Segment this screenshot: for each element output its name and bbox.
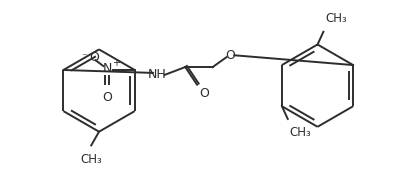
Text: N: N bbox=[103, 62, 112, 75]
Text: CH₃: CH₃ bbox=[326, 12, 347, 25]
Text: ⁻: ⁻ bbox=[81, 52, 87, 62]
Text: O: O bbox=[225, 49, 235, 62]
Text: O: O bbox=[102, 91, 112, 104]
Text: O: O bbox=[199, 87, 209, 100]
Text: +: + bbox=[112, 58, 120, 68]
Text: O: O bbox=[89, 51, 99, 64]
Text: NH: NH bbox=[147, 68, 166, 81]
Text: CH₃: CH₃ bbox=[80, 153, 102, 166]
Text: CH₃: CH₃ bbox=[290, 126, 312, 139]
